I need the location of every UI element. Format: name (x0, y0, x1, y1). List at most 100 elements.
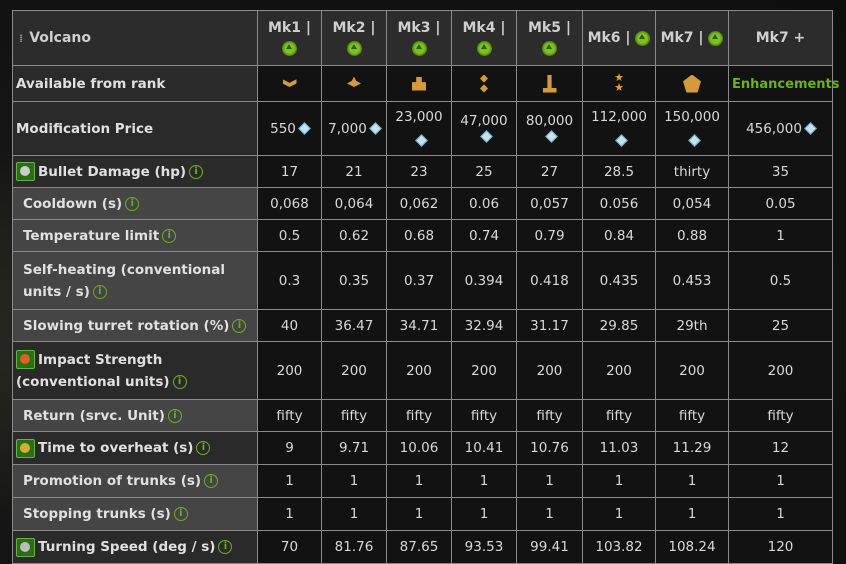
impact-icon (16, 350, 35, 369)
rank-cell: Enhancements (728, 65, 840, 102)
stat-value: 103.82 (582, 530, 656, 564)
info-icon[interactable]: i (92, 284, 107, 299)
stat-value: 25 (728, 309, 833, 342)
info-icon[interactable]: i (167, 408, 182, 423)
stat-name: Impact Strength (conventional units) (16, 351, 170, 390)
stat-value: 11.03 (582, 431, 656, 465)
price-cell: 150,000 (655, 101, 729, 156)
stat-value: 70 (257, 530, 322, 564)
upgrade-icon[interactable] (411, 40, 427, 56)
stat-value: fifty (257, 399, 322, 432)
info-icon[interactable]: i (125, 196, 140, 211)
row-label: Bullet Damage (hp) i (12, 155, 258, 188)
col-mk3: Mk3 | (386, 10, 452, 66)
rank-icon (412, 76, 426, 91)
upgrade-icon[interactable] (346, 40, 362, 56)
stat-value: 200 (321, 341, 387, 400)
stat-row: Temperature limit i 0.5 0.62 0.68 0.74 0.79 0.8… (12, 219, 833, 252)
price-cell: 7,000 (321, 101, 387, 156)
stat-value: 28.5 (582, 155, 656, 188)
upgrade-icon[interactable] (282, 40, 297, 56)
turning-speed-icon (16, 537, 35, 557)
crystal-icon (687, 134, 701, 147)
stat-value: 0.84 (582, 219, 656, 252)
stat-value: 1 (257, 464, 322, 498)
price-value: 150,000 (664, 108, 720, 125)
info-icon[interactable]: i (172, 374, 187, 389)
row-label: Available from rank (12, 65, 258, 102)
row-label: Modification Price (12, 101, 258, 156)
stat-name: Cooldown (s) (23, 195, 123, 212)
price-value: 47,000 (460, 112, 508, 129)
stat-name: Temperature limit (23, 227, 160, 244)
stat-name: Slowing turret rotation (%) (23, 317, 230, 334)
col-mk7: Mk7 | (655, 10, 729, 66)
row-label: Stopping trunks (s) i (12, 497, 258, 531)
info-icon[interactable]: i (232, 318, 247, 333)
info-icon[interactable]: i (173, 507, 188, 521)
stat-value: 31.17 (516, 309, 583, 342)
enhancements-link[interactable]: Enhancements (732, 76, 840, 92)
stat-value: 29th (655, 309, 729, 342)
info-icon[interactable]: i (196, 441, 211, 455)
row-label: Turning Speed (deg / s) i (12, 530, 258, 564)
stat-value: 0.5 (728, 251, 833, 310)
stat-value: 0.05 (728, 187, 833, 220)
stat-value: 200 (257, 341, 322, 400)
stat-value: 0.79 (516, 219, 583, 252)
price-cell: 47,000 (451, 101, 517, 156)
price-cell: 80,000 (516, 101, 583, 156)
col-mk1: Mk1 | (257, 10, 322, 66)
stat-value: 34.71 (386, 309, 452, 342)
stat-value: 200 (516, 341, 583, 400)
stat-value: 21 (321, 155, 387, 188)
stat-value: 81.76 (321, 530, 387, 564)
price-value: 456,000 (746, 120, 802, 137)
stat-row: Self-heating (conventional units / s) i 0.… (12, 251, 833, 310)
info-icon[interactable]: i (218, 540, 233, 554)
damage-icon (16, 162, 35, 181)
stat-name: Self-heating (conventional units / s) (23, 261, 226, 300)
stat-value: 0,062 (386, 187, 452, 220)
stat-value: 93.53 (451, 530, 517, 564)
stat-value: 1 (516, 464, 583, 498)
stat-value: 35 (728, 155, 833, 188)
info-icon[interactable]: i (162, 228, 177, 243)
stat-value: 1 (728, 219, 833, 252)
info-icon[interactable]: i (204, 474, 219, 488)
stat-value: thirty (655, 155, 729, 188)
crystal-icon (414, 134, 428, 147)
row-label: Self-heating (conventional units / s) i (12, 251, 258, 310)
upgrade-icon[interactable] (708, 30, 724, 46)
stat-value: 0.62 (321, 219, 387, 252)
col-label: Mk6 | (587, 30, 631, 46)
stat-value: fifty (386, 399, 452, 432)
rank-icon (480, 74, 488, 93)
stat-value: 0.056 (582, 187, 656, 220)
upgrade-icon[interactable] (635, 30, 651, 46)
info-icon[interactable]: i (189, 164, 204, 179)
stat-value: 1 (516, 497, 583, 531)
stat-row: Time to overheat (s) i 9 9.71 10.06 10.41 10.7… (12, 431, 833, 465)
upgrade-icon[interactable] (542, 40, 557, 56)
stat-value: 0.06 (451, 187, 517, 220)
stat-value: 0.74 (451, 219, 517, 252)
stat-value: 40 (257, 309, 322, 342)
stat-name: Time to overheat (s) (38, 440, 194, 456)
stat-value: 1 (655, 497, 729, 531)
col-mk7-plus: Mk7 + (728, 10, 833, 66)
stat-value: 29.85 (582, 309, 656, 342)
stat-value: 10.76 (516, 431, 583, 465)
stat-value: 25 (451, 155, 517, 188)
stat-value: 1 (451, 464, 517, 498)
stat-value: 200 (386, 341, 452, 400)
upgrade-icon[interactable] (476, 40, 492, 56)
crystal-icon (368, 122, 382, 135)
stat-value: 1 (451, 497, 517, 531)
rank-icon (282, 79, 297, 87)
stat-row: Slowing turret rotation (%) i 40 36.47 34.71… (12, 309, 833, 342)
stat-value: 200 (655, 341, 729, 400)
rank-cell (516, 65, 583, 102)
stat-value: 0,057 (516, 187, 583, 220)
col-label: Mk2 | (332, 20, 376, 36)
